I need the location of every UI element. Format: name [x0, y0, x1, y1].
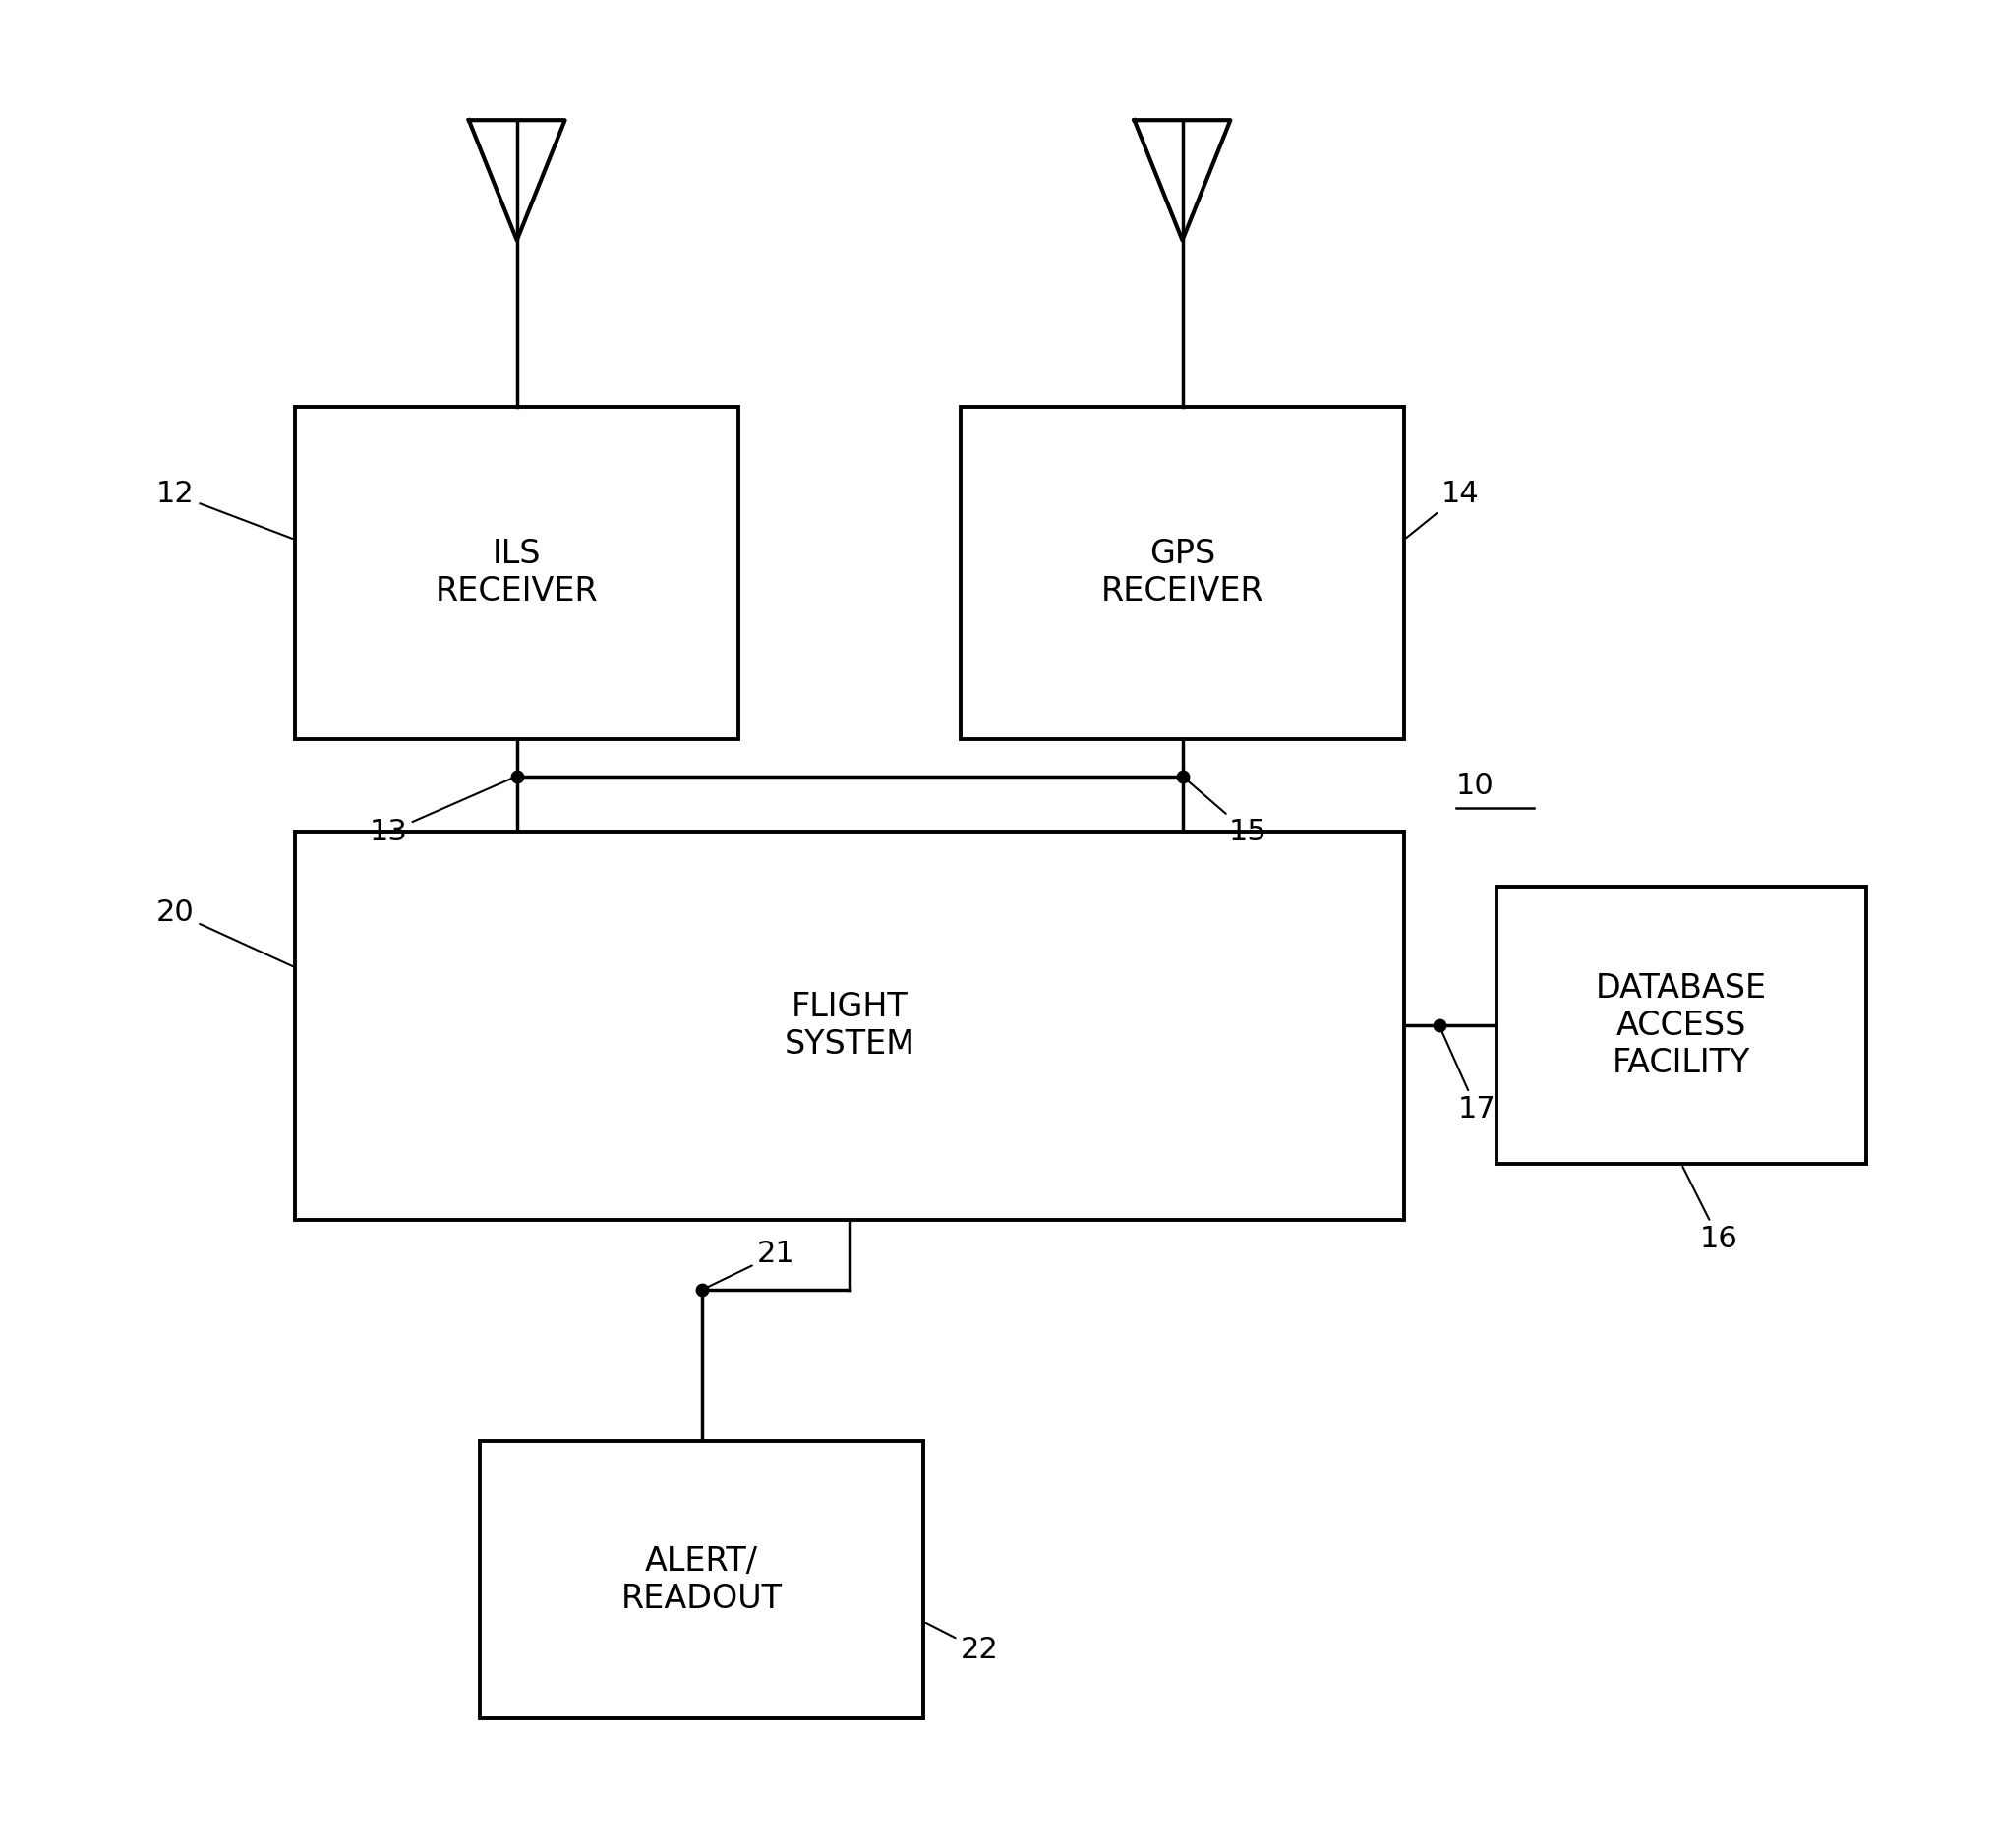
Text: 20: 20 — [156, 898, 293, 967]
FancyBboxPatch shape — [295, 832, 1404, 1220]
Text: GPS
RECEIVER: GPS RECEIVER — [1101, 538, 1265, 608]
Text: DATABASE
ACCESS
FACILITY: DATABASE ACCESS FACILITY — [1596, 972, 1768, 1079]
Text: ILS
RECEIVER: ILS RECEIVER — [435, 538, 598, 608]
Text: 22: 22 — [926, 1623, 999, 1665]
Text: 15: 15 — [1185, 778, 1267, 846]
Text: 10: 10 — [1456, 771, 1494, 800]
FancyBboxPatch shape — [1496, 887, 1865, 1164]
FancyBboxPatch shape — [295, 407, 738, 739]
Text: ALERT/
READOUT: ALERT/ READOUT — [620, 1545, 782, 1615]
Text: 13: 13 — [369, 778, 515, 846]
Text: 17: 17 — [1440, 1027, 1496, 1124]
Text: 12: 12 — [156, 480, 293, 538]
Text: FLIGHT
SYSTEM: FLIGHT SYSTEM — [784, 991, 916, 1061]
FancyBboxPatch shape — [481, 1441, 924, 1719]
Text: 14: 14 — [1406, 480, 1478, 538]
Text: 16: 16 — [1682, 1166, 1738, 1253]
FancyBboxPatch shape — [960, 407, 1404, 739]
Text: 21: 21 — [704, 1240, 796, 1288]
